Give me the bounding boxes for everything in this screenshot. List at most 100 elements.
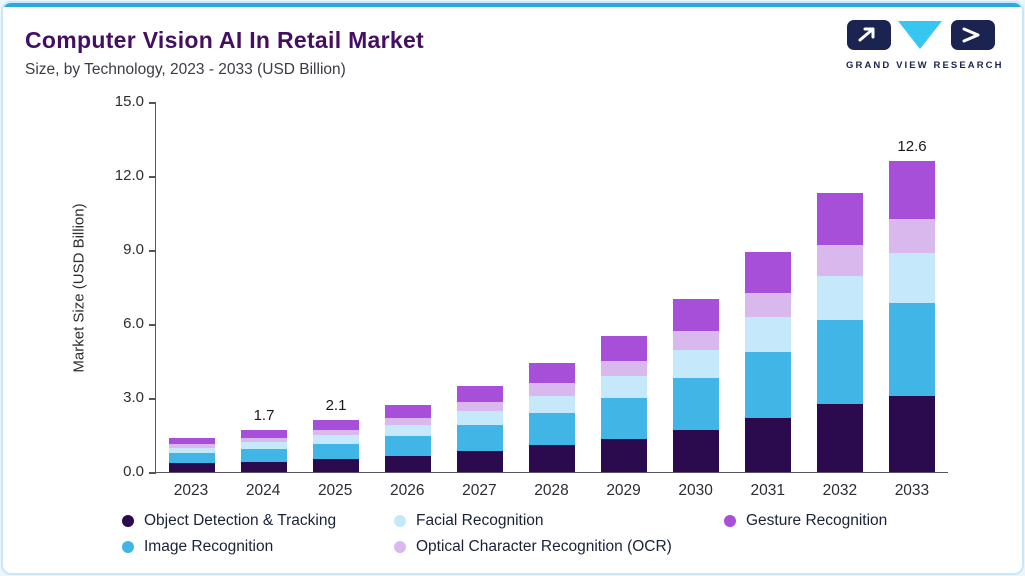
bar-2032 — [817, 103, 863, 472]
bar-segment-optical-character-recognition-ocr — [745, 293, 791, 318]
stacked-bar-chart: 0.0 3.0 6.0 9.0 12.0 15.0 1.7 2.1 12.6 — [115, 93, 948, 480]
bar-segment-object-detection-tracking — [817, 403, 863, 472]
x-axis-label: 2028 — [534, 482, 569, 499]
bar-segment-facial-recognition — [313, 435, 359, 444]
y-axis-tick — [149, 398, 156, 400]
bar-segment-optical-character-recognition-ocr — [457, 401, 503, 412]
bar-segment-object-detection-tracking — [457, 450, 503, 472]
bar-segment-gesture-recognition — [673, 299, 719, 332]
bar-segment-optical-character-recognition-ocr — [817, 244, 863, 276]
bar-stack — [601, 336, 647, 472]
bar-stack — [817, 193, 863, 472]
bar-segment-facial-recognition — [457, 411, 503, 425]
bar-segment-object-detection-tracking — [529, 445, 575, 472]
bar-2023 — [169, 103, 215, 472]
bar-stack — [241, 430, 287, 472]
y-axis-tick — [149, 176, 156, 178]
legend-swatch — [724, 515, 736, 527]
x-axis-label: 2027 — [462, 482, 497, 499]
y-axis-tick-label: 12.0 — [114, 167, 144, 184]
legend-swatch — [122, 515, 134, 527]
legend-item-gesture-recognition: Gesture Recognition — [724, 512, 887, 530]
bar-stack — [313, 420, 359, 472]
bar-2029 — [601, 103, 647, 472]
bar-segment-facial-recognition — [169, 447, 215, 454]
bar-segment-facial-recognition — [817, 275, 863, 321]
bar-segment-image-recognition — [385, 435, 431, 456]
bar-segment-gesture-recognition — [529, 363, 575, 384]
bar-segment-optical-character-recognition-ocr — [889, 218, 935, 253]
x-axis-labels: 2023 2024 2025 2026 2027 2028 2029 2030 2031 2032… — [155, 482, 948, 500]
y-axis-tick-label: 15.0 — [114, 93, 144, 110]
legend-label: Image Recognition — [144, 538, 274, 555]
bar-segment-image-recognition — [529, 412, 575, 446]
bar-segment-object-detection-tracking — [745, 418, 791, 472]
legend-item-optical-character-recognition-ocr: Optical Character Recognition (OCR) — [394, 538, 724, 556]
legend: Object Detection & Tracking Facial Recogn… — [122, 512, 887, 556]
bar-stack — [169, 437, 215, 472]
bar-stack — [889, 161, 935, 472]
x-axis-label: 2030 — [678, 482, 713, 499]
bar-segment-image-recognition — [601, 398, 647, 439]
bar-stack — [385, 405, 431, 472]
bar-segment-image-recognition — [673, 377, 719, 430]
bar-2024: 1.7 — [241, 103, 287, 472]
gvr-logo-mark — [847, 20, 995, 50]
bar-2028 — [529, 103, 575, 472]
bar-segment-image-recognition — [817, 320, 863, 404]
bar-segment-facial-recognition — [601, 376, 647, 399]
logo-text: GRAND VIEW RESEARCH — [846, 60, 1004, 71]
y-axis-tick-label: 3.0 — [123, 389, 144, 406]
y-axis-title: Market Size (USD Billion) — [70, 203, 88, 373]
bar-2027 — [457, 103, 503, 472]
legend-label: Object Detection & Tracking — [144, 512, 337, 529]
bar-segment-facial-recognition — [673, 350, 719, 378]
bar-segment-image-recognition — [457, 424, 503, 451]
bar-segment-object-detection-tracking — [673, 429, 719, 472]
legend-item-image-recognition: Image Recognition — [122, 538, 394, 556]
bar-segment-image-recognition — [313, 443, 359, 460]
bar-segment-optical-character-recognition-ocr — [673, 331, 719, 351]
page-title: Computer Vision AI In Retail Market — [25, 27, 425, 53]
bar-stack — [529, 363, 575, 472]
bar-value-label: 12.6 — [897, 138, 927, 155]
top-accent-bar — [3, 3, 1022, 7]
x-axis-label: 2033 — [894, 482, 930, 499]
bar-segment-facial-recognition — [889, 252, 935, 303]
legend-swatch — [394, 515, 406, 527]
bar-segment-object-detection-tracking — [313, 459, 359, 472]
y-axis-tick-label: 6.0 — [123, 315, 144, 332]
bar-value-label: 1.7 — [253, 407, 275, 424]
bar-segment-image-recognition — [745, 352, 791, 419]
bar-segment-gesture-recognition — [457, 385, 503, 402]
bar-value-label: 2.1 — [325, 397, 347, 414]
bar-segment-gesture-recognition — [241, 430, 287, 438]
bar-segment-optical-character-recognition-ocr — [313, 429, 359, 436]
x-axis-label: 2025 — [317, 482, 353, 499]
legend-label: Facial Recognition — [416, 512, 544, 529]
bar-2026 — [385, 103, 431, 472]
legend-label: Gesture Recognition — [746, 512, 888, 529]
y-axis-tick-label: 0.0 — [123, 463, 144, 480]
legend-swatch — [122, 541, 134, 553]
bar-segment-image-recognition — [889, 302, 935, 396]
x-axis-label: 2026 — [390, 482, 425, 499]
page-subtitle: Size, by Technology, 2023 - 2033 (USD Bi… — [25, 61, 346, 78]
bar-segment-gesture-recognition — [169, 437, 215, 444]
bar-segment-facial-recognition — [529, 395, 575, 413]
bar-segment-object-detection-tracking — [241, 461, 287, 472]
y-axis-tick — [149, 324, 156, 326]
legend-swatch — [394, 541, 406, 553]
bar-segment-image-recognition — [241, 449, 287, 462]
bar-segment-facial-recognition — [241, 442, 287, 450]
bar-segment-optical-character-recognition-ocr — [169, 443, 215, 448]
bar-segment-object-detection-tracking — [889, 395, 935, 472]
x-axis-label: 2023 — [173, 482, 209, 499]
bar-2030 — [673, 103, 719, 472]
header: Computer Vision AI In Retail Market Size… — [25, 27, 424, 79]
y-axis-tick — [149, 250, 156, 252]
bar-segment-image-recognition — [169, 453, 215, 464]
bar-segment-gesture-recognition — [817, 193, 863, 245]
legend-item-object-detection-tracking: Object Detection & Tracking — [122, 512, 394, 530]
bar-segment-object-detection-tracking — [601, 438, 647, 472]
